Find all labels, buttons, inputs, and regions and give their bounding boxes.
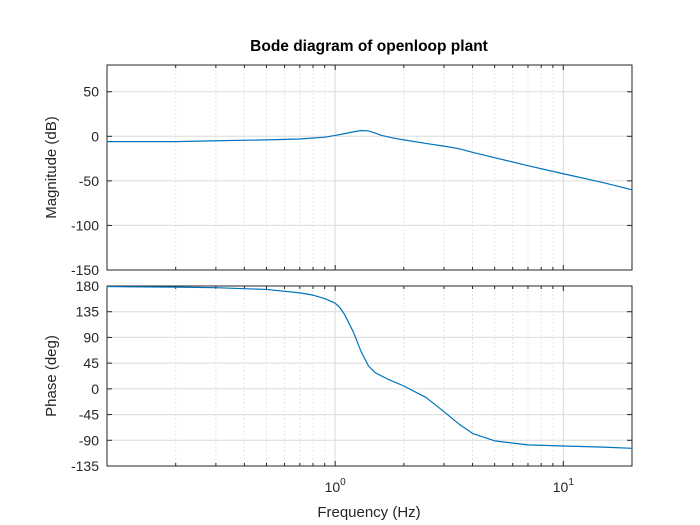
phase-panel: 180 135 90 45 0 -45 -90 -135 Phase (deg) — [43, 278, 633, 474]
phase-series-line — [106, 285, 633, 449]
y-tick-label: 50 — [83, 84, 99, 100]
y-tick-label: 0 — [91, 128, 99, 144]
y-tick-label: -45 — [79, 407, 99, 423]
magnitude-panel: 50 0 -50 -100 -150 Magnitude (dB) — [43, 64, 633, 278]
plot-area — [107, 286, 632, 466]
x-axis-label: Frequency (Hz) — [317, 504, 420, 521]
y-tick-label: -100 — [71, 217, 99, 233]
x-tick-label: 101 — [553, 477, 575, 495]
magnitude-series-line — [106, 129, 633, 191]
y-tick-label: -50 — [79, 173, 99, 189]
y-tick-label: -90 — [79, 432, 99, 448]
axes-box — [106, 285, 633, 467]
chart-title: Bode diagram of openloop plant — [250, 38, 488, 55]
magnitude-axis-label: Magnitude (dB) — [43, 116, 60, 219]
y-tick-label: 0 — [91, 381, 99, 397]
y-tick-label: 90 — [83, 329, 99, 345]
phase-axis-label: Phase (deg) — [43, 335, 60, 417]
plot-area — [107, 65, 632, 270]
y-tick-label: 135 — [76, 304, 100, 320]
y-tick-label: -150 — [71, 262, 99, 278]
y-tick-label: 45 — [83, 355, 99, 371]
x-tick-label: 100 — [325, 477, 347, 495]
y-tick-label: 180 — [76, 278, 100, 294]
y-tick-label: -135 — [71, 458, 99, 474]
axes-box — [106, 64, 633, 271]
